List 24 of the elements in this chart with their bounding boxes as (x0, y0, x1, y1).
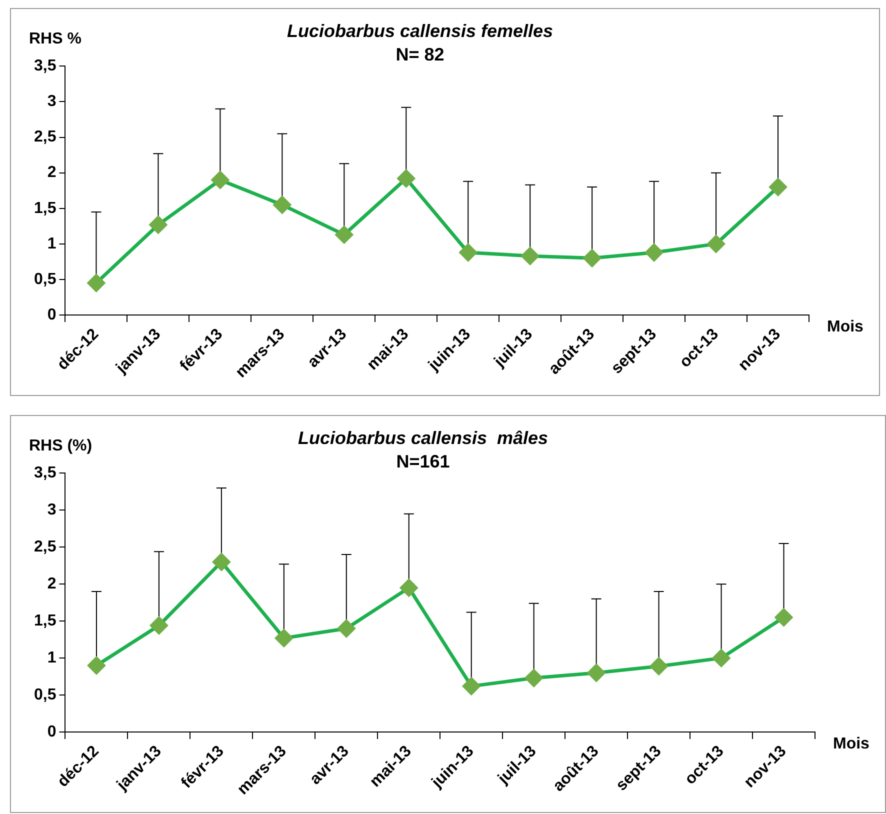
chart-subtitle: N= 82 (396, 44, 444, 64)
y-tick-label: 2 (47, 164, 56, 182)
y-tick-label: 1,5 (34, 200, 56, 217)
y-axis-title: RHS % (29, 30, 82, 48)
y-tick-label: 3 (47, 502, 56, 519)
y-tick-label: 1 (47, 649, 56, 666)
y-tick-label: 3,5 (34, 464, 56, 482)
y-tick-label: 0 (47, 306, 56, 324)
chart-title: Luciobarbus callensis femelles (286, 20, 554, 41)
y-tick-label: 1 (47, 235, 56, 252)
y-axis-title: RHS (%) (29, 437, 92, 454)
y-tick-label: 3,5 (34, 58, 56, 75)
y-tick-label: 2 (47, 576, 56, 593)
y-tick-label: 3 (47, 93, 56, 110)
chart-title: Luciobarbus callensis mâles (298, 428, 548, 448)
y-tick-label: 1,5 (34, 612, 56, 630)
y-tick-label: 2,5 (34, 538, 56, 556)
y-tick-label: 0,5 (34, 270, 56, 288)
chart-subtitle: N=161 (396, 451, 450, 472)
x-axis-title: Mois (827, 318, 864, 336)
y-tick-label: 0,5 (34, 686, 56, 704)
y-tick-label: 2,5 (34, 128, 56, 146)
x-axis-title: Mois (833, 735, 870, 752)
y-tick-label: 0 (47, 723, 56, 740)
